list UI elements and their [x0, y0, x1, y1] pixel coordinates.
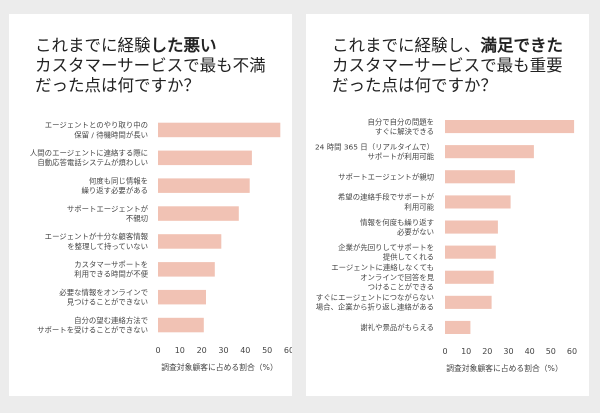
x-axis-label: 調査対象顧客に占める割合（%） — [161, 362, 278, 372]
category-label: カスタマーサポートを利用できる時間が不便 — [74, 260, 148, 279]
x-tick-label: 10 — [175, 346, 185, 355]
bar — [158, 234, 222, 249]
category-label: 謝礼や景品がもらえる — [360, 323, 434, 332]
x-tick-label: 20 — [482, 347, 492, 356]
category-label-line: 必要な情報をオンラインで — [59, 288, 148, 297]
category-label-line: 何度も同じ情報を — [89, 177, 148, 186]
chart-panel-worst-experience: これまでに経験した悪い カスタマーサービスで最も不満 だった点は何ですか？ エージェ… — [9, 14, 292, 396]
category-label: 人間のエージェントに連絡する際に自動応答電話システムが煩わしい — [30, 149, 148, 168]
bar — [158, 122, 281, 138]
chart-title: これまでに経験した悪い カスタマーサービスで最も不満 だった点は何ですか？ — [35, 36, 285, 96]
category-label-line: 自分で自分の問題を — [367, 117, 434, 126]
category-label-line: サポートを受けることができない — [37, 326, 148, 335]
x-tick-label: 50 — [262, 346, 272, 355]
category-label: サポートエージェントが親切 — [338, 172, 434, 181]
x-tick-label: 0 — [442, 347, 447, 356]
bar — [445, 245, 496, 259]
category-label-line: エージェントが十分な顧客情報 — [45, 232, 149, 241]
x-tick-label: 30 — [218, 346, 228, 355]
category-label-line: エージェントに連絡しなくても — [331, 263, 434, 272]
bar — [445, 295, 492, 309]
category-label: サポートエージェントが不親切 — [67, 204, 149, 223]
category-label: すぐにエージェントにつながらない場合、企業から折り返し連絡がある — [316, 293, 434, 312]
category-label-line: 企業が先回りしてサポートを — [338, 243, 434, 252]
category-label-line: 自動応答電話システムが煩わしい — [37, 158, 148, 167]
category-label-line: 保留 / 待機時間が長い — [74, 130, 148, 139]
x-tick-label: 30 — [503, 347, 513, 356]
chart-title: これまでに経験し、満足できた カスタマーサービスで最も重要 だった点は何ですか？ — [332, 36, 582, 96]
title-highlight: した悪い — [150, 36, 217, 55]
x-tick-label: 50 — [546, 347, 556, 356]
x-tick-label: 40 — [240, 346, 250, 355]
category-label-line: 必要がない — [397, 227, 434, 236]
title-text: だった点は何ですか？ — [332, 76, 497, 95]
category-label-line: 希望の連絡手段でサポートが — [338, 193, 435, 202]
chart-panel-best-experience: これまでに経験し、満足できた カスタマーサービスで最も重要 だった点は何ですか？ 自… — [306, 14, 589, 396]
category-label: 企業が先回りしてサポートを提供してくれる — [338, 243, 434, 262]
category-label-line: 繰り返す必要がある — [81, 186, 148, 195]
bar — [445, 270, 494, 284]
category-label-line: オンラインで回答を見 — [360, 273, 435, 282]
category-label-line: 見つけることができない — [67, 298, 148, 307]
bar — [158, 206, 239, 221]
category-label: 自分で自分の問題をすぐに解決できる — [367, 117, 434, 136]
category-label-line: 謝礼や景品がもらえる — [360, 323, 434, 332]
category-label: 必要な情報をオンラインで見つけることができない — [59, 288, 148, 307]
category-label: エージェントに連絡しなくてもオンラインで回答を見つけることができる — [331, 263, 434, 291]
title-text: カスタマーサービスで最も重要 — [332, 56, 563, 75]
category-label-line: 提供してくれる — [383, 253, 434, 262]
category-label-line: 利用できる時間が不便 — [74, 270, 148, 279]
category-label: 何度も同じ情報を繰り返す必要がある — [81, 177, 148, 196]
category-label: エージェントとのやり取り中の保留 / 待機時間が長い — [45, 121, 148, 140]
bar — [445, 170, 515, 184]
category-label: 希望の連絡手段でサポートが利用可能 — [338, 193, 435, 212]
x-tick-label: 40 — [525, 347, 535, 356]
category-label: 24 時間 365 日（リアルタイムで）サポートが利用可能 — [315, 143, 435, 162]
bar — [158, 178, 250, 193]
category-label-line: カスタマーサポートを — [74, 260, 148, 269]
bar — [158, 262, 215, 277]
bar — [445, 145, 534, 159]
x-axis-label: 調査対象顧客に占める割合（%） — [446, 363, 563, 373]
category-label-line: 24 時間 365 日（リアルタイムで） — [315, 143, 434, 152]
category-label-line: サポートエージェントが — [67, 204, 149, 213]
title-text: カスタマーサービスで最も不満 — [35, 56, 266, 75]
x-tick-label: 0 — [155, 346, 160, 355]
category-label-line: を整理して持っていない — [67, 242, 148, 251]
category-label-line: サポートが利用可能 — [367, 152, 434, 161]
x-tick-label: 60 — [284, 346, 292, 355]
category-label-line: 自分の望む連絡方法で — [74, 316, 148, 325]
bar — [445, 195, 511, 209]
category-label-line: 場合、企業から折り返し連絡がある — [316, 303, 434, 312]
title-text: これまでに経験 — [35, 36, 151, 55]
bar-chart: エージェントとのやり取り中の保留 / 待機時間が長い人間のエージェントに連絡する… — [30, 121, 292, 372]
category-label-line: すぐにエージェントにつながらない — [316, 293, 434, 302]
bar — [445, 320, 471, 334]
category-label-line: つけることができる — [368, 282, 434, 291]
bar — [445, 220, 498, 234]
x-tick-label: 60 — [567, 347, 577, 356]
x-tick-label: 10 — [461, 347, 471, 356]
category-label-line: 人間のエージェントに連絡する際に — [30, 149, 148, 158]
bar — [445, 120, 575, 134]
category-label-line: 不親切 — [126, 214, 148, 223]
category-label-line: 利用可能 — [404, 202, 434, 211]
category-label-line: エージェントとのやり取り中の — [45, 121, 148, 130]
title-text: だった点は何ですか？ — [35, 76, 200, 95]
category-label: 自分の望む連絡方法でサポートを受けることができない — [37, 316, 148, 335]
bar — [158, 150, 252, 166]
x-tick-label: 20 — [197, 346, 207, 355]
title-text: これまでに経験し、 — [332, 36, 481, 55]
category-label-line: サポートエージェントが親切 — [338, 172, 434, 181]
category-label-line: すぐに解決できる — [375, 127, 434, 136]
category-label: エージェントが十分な顧客情報を整理して持っていない — [45, 232, 149, 251]
category-label: 情報を何度も繰り返す必要がない — [360, 218, 434, 237]
title-highlight: 満足できた — [480, 36, 564, 55]
bar — [158, 317, 204, 333]
bar — [158, 289, 206, 305]
category-label-line: 情報を何度も繰り返す — [360, 218, 434, 227]
